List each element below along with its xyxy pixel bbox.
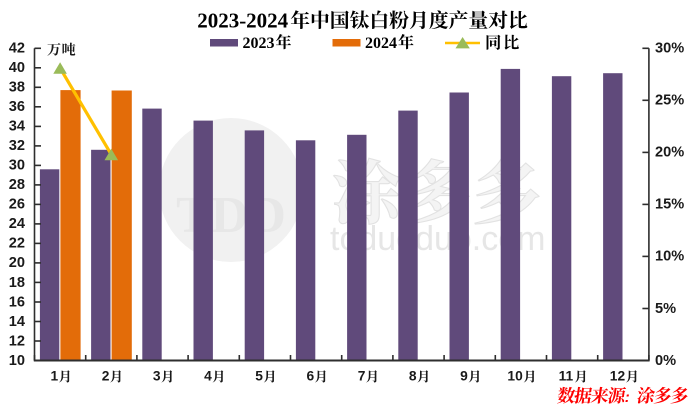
svg-text:10: 10 bbox=[9, 353, 25, 369]
svg-text:32: 32 bbox=[9, 138, 25, 154]
svg-text:6: 6 bbox=[307, 369, 315, 384]
svg-text:40: 40 bbox=[9, 60, 25, 76]
svg-text:TDD: TDD bbox=[176, 187, 286, 244]
svg-text:42: 42 bbox=[9, 41, 25, 57]
svg-text:2023: 2023 bbox=[243, 35, 275, 52]
svg-text:12: 12 bbox=[610, 369, 626, 384]
svg-text:20%: 20% bbox=[655, 145, 684, 161]
svg-text:10: 10 bbox=[507, 369, 523, 384]
svg-text:30%: 30% bbox=[655, 41, 684, 57]
svg-text:3: 3 bbox=[153, 369, 161, 384]
svg-text:30: 30 bbox=[9, 158, 25, 174]
svg-text:14: 14 bbox=[9, 314, 26, 330]
svg-text:8: 8 bbox=[409, 369, 417, 384]
svg-text:34: 34 bbox=[9, 119, 26, 135]
svg-text:16: 16 bbox=[9, 294, 25, 310]
svg-text:24: 24 bbox=[9, 216, 26, 232]
svg-text:0%: 0% bbox=[655, 353, 676, 369]
svg-text:9: 9 bbox=[460, 369, 468, 384]
svg-text:28: 28 bbox=[9, 177, 25, 193]
svg-text:22: 22 bbox=[9, 236, 25, 252]
svg-text:2024: 2024 bbox=[365, 35, 397, 52]
svg-text:4: 4 bbox=[204, 369, 212, 384]
svg-text:1: 1 bbox=[51, 369, 59, 384]
svg-text:5: 5 bbox=[255, 369, 263, 384]
svg-text:26: 26 bbox=[9, 197, 25, 213]
svg-text:38: 38 bbox=[9, 80, 25, 96]
svg-text:12: 12 bbox=[9, 333, 25, 349]
svg-text:11: 11 bbox=[559, 369, 574, 384]
svg-text:20: 20 bbox=[9, 255, 25, 271]
svg-text:25%: 25% bbox=[655, 93, 684, 109]
svg-text:10%: 10% bbox=[655, 249, 684, 265]
svg-text:36: 36 bbox=[9, 99, 25, 115]
svg-text:15%: 15% bbox=[655, 197, 684, 213]
svg-text:18: 18 bbox=[9, 275, 25, 291]
svg-text::: : bbox=[625, 389, 630, 406]
svg-text:2023-2024: 2023-2024 bbox=[197, 8, 288, 32]
svg-text:2: 2 bbox=[102, 369, 110, 384]
svg-text:7: 7 bbox=[358, 369, 366, 384]
svg-text:5%: 5% bbox=[655, 301, 676, 317]
